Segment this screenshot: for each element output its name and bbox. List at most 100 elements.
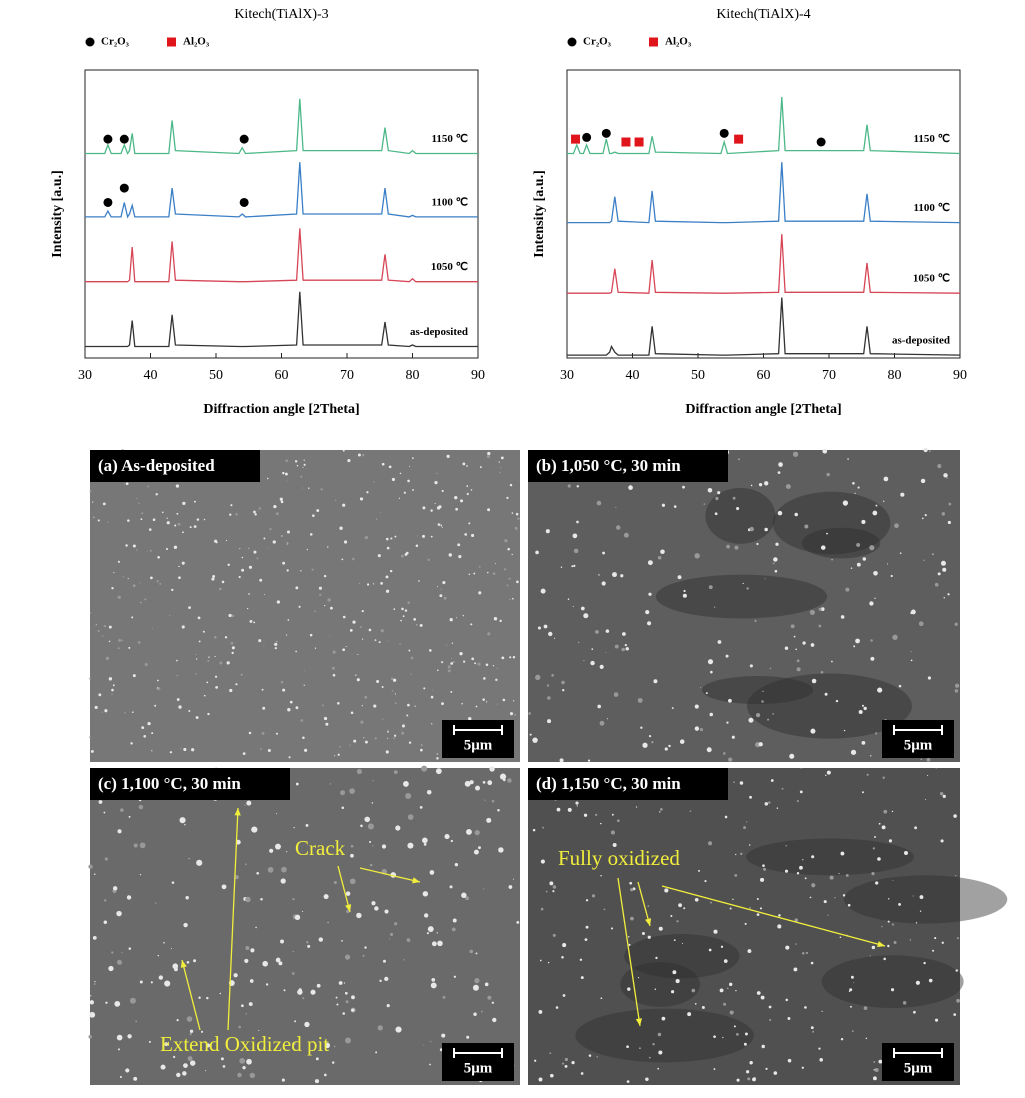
dark-region: [843, 875, 1008, 924]
particle: [372, 845, 374, 847]
particle: [785, 484, 791, 490]
particle: [135, 1020, 138, 1023]
particle: [422, 837, 428, 844]
particle: [186, 960, 190, 964]
particle: [940, 839, 944, 843]
particle: [94, 873, 96, 875]
particle: [380, 629, 384, 633]
particle: [196, 518, 200, 521]
particle: [587, 759, 591, 762]
particle: [315, 1057, 319, 1061]
particle: [648, 1056, 651, 1059]
particle: [434, 502, 436, 504]
particle: [174, 967, 178, 972]
particle: [809, 609, 815, 615]
particle: [584, 938, 588, 942]
panel-label-box: [90, 450, 260, 482]
particle: [571, 565, 574, 568]
particle: [253, 550, 257, 554]
particle: [402, 615, 405, 618]
particle: [474, 662, 477, 665]
particle: [375, 518, 378, 520]
particle: [422, 891, 429, 897]
particle: [139, 842, 146, 849]
particle: [394, 535, 397, 538]
particle: [886, 563, 889, 565]
particle: [514, 714, 516, 716]
particle: [259, 578, 263, 582]
particle: [390, 537, 393, 540]
particle: [393, 608, 396, 610]
particle: [423, 913, 429, 918]
particle: [309, 533, 313, 536]
particle: [729, 907, 732, 910]
particle: [486, 817, 492, 823]
particle: [403, 723, 405, 725]
particle: [333, 1045, 336, 1048]
particle: [707, 841, 713, 846]
particle: [260, 898, 263, 901]
particle: [117, 647, 120, 650]
particle: [678, 903, 682, 908]
particle: [206, 996, 209, 1000]
particle: [263, 1047, 265, 1049]
particle: [108, 965, 114, 972]
particle: [274, 642, 278, 646]
particle: [147, 485, 150, 488]
particle: [330, 606, 333, 610]
sem-image: [88, 765, 520, 1085]
particle: [132, 674, 136, 678]
particle: [710, 670, 713, 674]
particle: [309, 633, 313, 637]
particle: [302, 736, 305, 740]
particle: [722, 1036, 724, 1039]
particle: [410, 656, 414, 660]
particle: [302, 466, 304, 469]
particle: [180, 747, 182, 750]
particle: [196, 859, 203, 866]
particle: [493, 617, 498, 621]
particle: [794, 512, 798, 517]
particle: [861, 704, 865, 707]
particle: [366, 583, 370, 586]
particle: [403, 491, 406, 494]
particle: [459, 652, 463, 656]
particle: [434, 481, 438, 485]
particle: [431, 941, 437, 947]
particle: [144, 598, 147, 601]
particle: [356, 912, 362, 919]
particle: [359, 497, 364, 501]
particle: [746, 821, 748, 823]
particle: [302, 487, 304, 489]
particle: [934, 582, 939, 587]
particle: [246, 607, 249, 610]
particle: [733, 1025, 736, 1028]
particle: [804, 524, 809, 529]
particle: [112, 684, 115, 687]
particle: [141, 726, 145, 730]
particle: [244, 863, 247, 866]
particle: [399, 472, 402, 475]
particle: [329, 783, 332, 785]
phase-marker: [119, 183, 129, 193]
particle: [466, 1035, 470, 1039]
arrow-head: [412, 877, 420, 884]
particle: [682, 593, 687, 598]
particle: [764, 802, 769, 806]
particle: [374, 906, 379, 911]
particle: [393, 737, 395, 739]
particle: [668, 744, 671, 748]
particle: [117, 595, 121, 599]
particle: [235, 683, 238, 686]
particle: [163, 941, 165, 944]
particle: [393, 770, 398, 775]
particle: [130, 742, 133, 745]
particle: [333, 880, 337, 885]
particle: [734, 873, 738, 877]
particle: [511, 553, 513, 556]
particle: [504, 568, 507, 571]
particle: [471, 657, 474, 661]
particle: [796, 800, 799, 803]
particle: [311, 568, 314, 571]
particle: [735, 853, 737, 856]
